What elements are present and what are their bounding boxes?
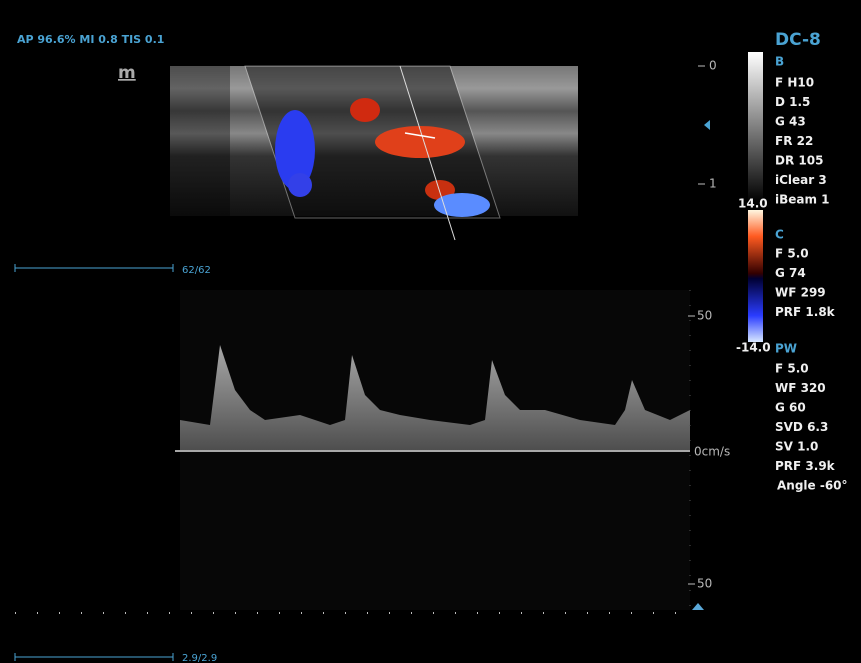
parameter: D 1.5 xyxy=(775,95,810,109)
parameter: WF 320 xyxy=(775,381,826,395)
status: AP 96.6% MI 0.8 TIS 0.1 xyxy=(17,33,164,46)
parameter: SV 1.0 xyxy=(775,440,818,454)
depth-label: 0 xyxy=(709,59,717,73)
depth-label: 1 xyxy=(709,177,717,191)
parameter: iBeam 1 xyxy=(775,193,830,207)
b-mode-shade xyxy=(170,66,230,216)
probe: DC-8 xyxy=(775,30,821,50)
flow-blue xyxy=(434,193,490,217)
parameter: iClear 3 xyxy=(775,173,827,187)
gain-label: 62/62 xyxy=(182,265,211,276)
gain-label: 2.9/2.9 xyxy=(182,653,217,663)
parameter: DR 105 xyxy=(775,154,823,168)
velocity-label: 50 xyxy=(697,577,712,591)
parameter: F 5.0 xyxy=(775,362,809,376)
focus-marker xyxy=(704,120,710,130)
parameter: FR 22 xyxy=(775,134,813,148)
scale-max: 14.0 xyxy=(738,197,768,211)
parameter: PRF 3.9k xyxy=(775,459,836,473)
section-label: C xyxy=(775,228,784,242)
marker xyxy=(692,603,704,610)
scale-min: -14.0 xyxy=(736,341,771,355)
parameter: G 43 xyxy=(775,115,806,129)
section-label: PW xyxy=(775,342,797,356)
parameter: Angle -60° xyxy=(777,479,848,493)
flow-red xyxy=(350,98,380,122)
flow-blue xyxy=(288,173,312,197)
parameter: F H10 xyxy=(775,76,814,90)
page: {"header": {"status": "AP 96.6% MI 0.8 T… xyxy=(0,0,861,663)
ultrasound-screen: AP 96.6% MI 0.8 TIS 0.1 m DC-8 0 1 50 0c… xyxy=(0,0,861,663)
logo: m xyxy=(118,63,136,83)
section-label: B xyxy=(775,55,784,69)
gray-bar xyxy=(748,52,763,202)
parameter: WF 299 xyxy=(775,286,826,300)
velocity-label: 0cm/s xyxy=(694,445,730,459)
parameter: G 74 xyxy=(775,266,806,280)
parameter: SVD 6.3 xyxy=(775,420,828,434)
parameter: F 5.0 xyxy=(775,247,809,261)
parameter: G 60 xyxy=(775,401,806,415)
parameter: PRF 1.8k xyxy=(775,305,836,319)
color-bar xyxy=(748,210,763,342)
velocity-label: 50 xyxy=(697,309,712,323)
